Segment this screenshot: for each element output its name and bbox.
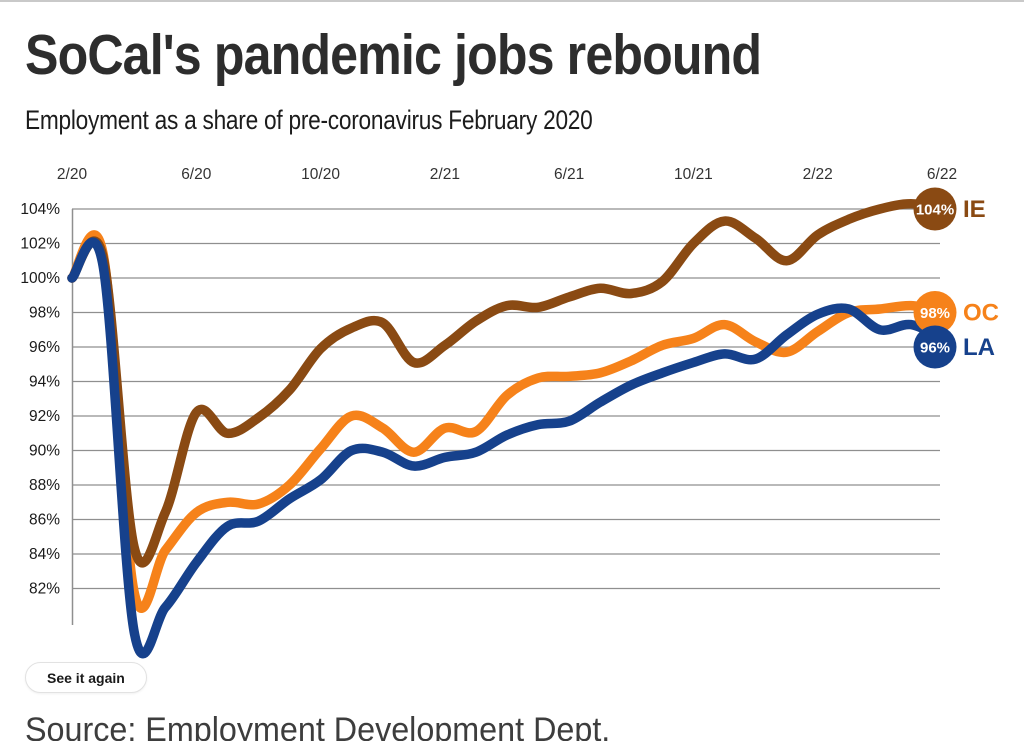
badge-circle-ie [913, 187, 957, 231]
see-it-again-button[interactable]: See it again [25, 662, 147, 693]
y-tick-label: 104% [20, 201, 60, 218]
x-tick-label: 2/20 [57, 166, 88, 183]
x-tick-label: 6/21 [554, 166, 584, 183]
x-tick-label: 2/22 [803, 166, 833, 183]
x-tick-label: 6/22 [927, 166, 957, 183]
series-label-la: LA [963, 334, 995, 361]
y-tick-label: 94% [29, 374, 60, 391]
badge-value-ie: 104% [916, 202, 954, 219]
badge-value-la: 96% [920, 340, 950, 357]
y-tick-label: 96% [29, 339, 60, 356]
y-tick-label: 82% [29, 581, 60, 598]
series-line-la [67, 237, 947, 659]
series-line-oc [67, 230, 947, 614]
x-tick-label: 2/21 [430, 166, 460, 183]
page-subtitle: Employment as a share of pre-coronavirus… [25, 105, 593, 135]
x-tick-label: 10/21 [674, 166, 713, 183]
badge-circle-la [913, 325, 957, 369]
page-title: SoCal's pandemic jobs rebound [25, 23, 762, 87]
badge-value-oc: 98% [920, 305, 950, 322]
series-label-oc: OC [963, 300, 999, 327]
y-tick-label: 90% [29, 443, 60, 460]
x-tick-label: 6/20 [181, 166, 212, 183]
x-tick-label: 10/20 [301, 166, 340, 183]
badge-circle-oc [913, 291, 957, 334]
source-note: Source: Employment Development Dept. [25, 711, 611, 741]
y-tick-label: 100% [20, 270, 60, 287]
y-tick-label: 92% [29, 408, 60, 425]
y-tick-label: 84% [29, 546, 60, 563]
y-tick-label: 88% [29, 477, 60, 494]
y-tick-label: 102% [20, 236, 60, 253]
series-label-ie: IE [963, 196, 986, 223]
y-tick-label: 86% [29, 512, 60, 529]
y-tick-label: 98% [29, 305, 60, 322]
series-line-ie [67, 199, 947, 568]
